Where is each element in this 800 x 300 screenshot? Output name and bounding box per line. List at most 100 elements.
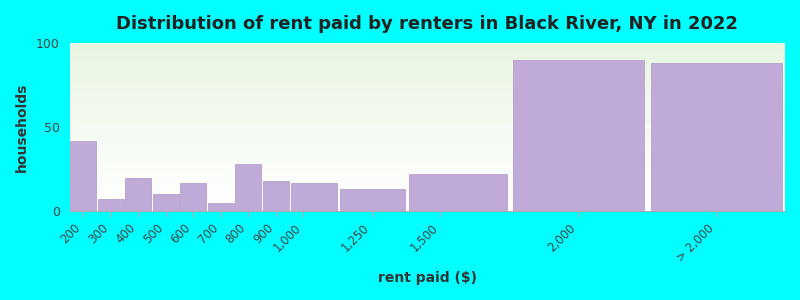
- Bar: [70, 90, 785, 92]
- Bar: [70, 82, 785, 83]
- Bar: [70, 140, 96, 211]
- Bar: [70, 67, 785, 68]
- Bar: [70, 171, 785, 172]
- Bar: [126, 178, 151, 211]
- Bar: [98, 200, 124, 211]
- Bar: [70, 137, 785, 139]
- Bar: [70, 172, 785, 174]
- Bar: [70, 51, 785, 53]
- Bar: [651, 63, 782, 211]
- Bar: [70, 139, 785, 140]
- Bar: [263, 181, 289, 211]
- Bar: [70, 179, 785, 181]
- Bar: [70, 156, 785, 157]
- Bar: [70, 188, 785, 189]
- Bar: [70, 68, 785, 70]
- Bar: [70, 200, 785, 201]
- Bar: [70, 80, 785, 82]
- Bar: [70, 48, 785, 50]
- Bar: [70, 97, 785, 98]
- Y-axis label: households: households: [15, 82, 29, 172]
- Bar: [70, 118, 785, 120]
- Bar: [70, 75, 785, 76]
- Bar: [70, 144, 785, 146]
- Bar: [70, 55, 785, 56]
- Bar: [291, 183, 337, 211]
- Bar: [70, 176, 785, 178]
- Bar: [70, 120, 785, 122]
- Bar: [70, 115, 785, 117]
- Bar: [70, 88, 785, 90]
- Bar: [70, 206, 785, 208]
- Bar: [70, 181, 785, 183]
- Bar: [70, 164, 785, 166]
- Bar: [70, 114, 785, 115]
- Bar: [70, 45, 785, 46]
- Bar: [70, 152, 785, 154]
- Bar: [70, 147, 785, 149]
- Bar: [70, 136, 785, 137]
- Bar: [70, 71, 785, 73]
- Bar: [70, 154, 785, 156]
- Bar: [70, 174, 785, 176]
- Bar: [70, 196, 785, 198]
- Bar: [70, 183, 785, 184]
- Bar: [70, 100, 785, 102]
- Bar: [70, 93, 785, 95]
- Bar: [70, 132, 785, 134]
- Bar: [70, 124, 785, 125]
- Bar: [70, 167, 785, 169]
- Bar: [70, 140, 785, 142]
- Bar: [70, 122, 785, 124]
- Bar: [70, 102, 785, 103]
- Bar: [70, 208, 785, 209]
- Bar: [70, 142, 785, 144]
- Bar: [70, 193, 785, 194]
- Bar: [70, 191, 785, 193]
- Bar: [70, 109, 785, 110]
- Bar: [70, 110, 785, 112]
- Bar: [70, 161, 785, 162]
- Bar: [70, 151, 785, 152]
- Bar: [70, 178, 785, 179]
- Bar: [70, 189, 785, 191]
- Bar: [70, 61, 785, 63]
- Title: Distribution of rent paid by renters in Black River, NY in 2022: Distribution of rent paid by renters in …: [116, 15, 738, 33]
- Bar: [70, 127, 785, 129]
- Bar: [70, 46, 785, 48]
- Bar: [70, 56, 785, 58]
- Bar: [410, 174, 507, 211]
- Bar: [70, 95, 785, 97]
- Bar: [70, 159, 785, 161]
- Bar: [70, 85, 785, 87]
- Bar: [70, 117, 785, 118]
- Bar: [70, 76, 785, 78]
- Bar: [70, 157, 785, 159]
- Bar: [70, 107, 785, 109]
- Bar: [70, 112, 785, 114]
- Bar: [70, 98, 785, 100]
- Bar: [70, 146, 785, 147]
- Bar: [180, 183, 206, 211]
- Bar: [70, 184, 785, 186]
- Bar: [70, 198, 785, 200]
- Bar: [153, 194, 179, 211]
- Bar: [70, 162, 785, 164]
- Bar: [70, 129, 785, 130]
- Bar: [70, 50, 785, 51]
- Bar: [70, 201, 785, 203]
- Bar: [70, 105, 785, 107]
- Bar: [70, 73, 785, 75]
- Bar: [70, 87, 785, 88]
- Bar: [70, 78, 785, 80]
- Bar: [70, 65, 785, 67]
- Bar: [70, 60, 785, 61]
- Bar: [70, 203, 785, 205]
- X-axis label: rent paid ($): rent paid ($): [378, 271, 477, 285]
- Bar: [70, 63, 785, 65]
- Bar: [70, 194, 785, 196]
- Bar: [339, 189, 405, 211]
- Bar: [514, 60, 644, 211]
- Bar: [70, 209, 785, 211]
- Bar: [70, 58, 785, 60]
